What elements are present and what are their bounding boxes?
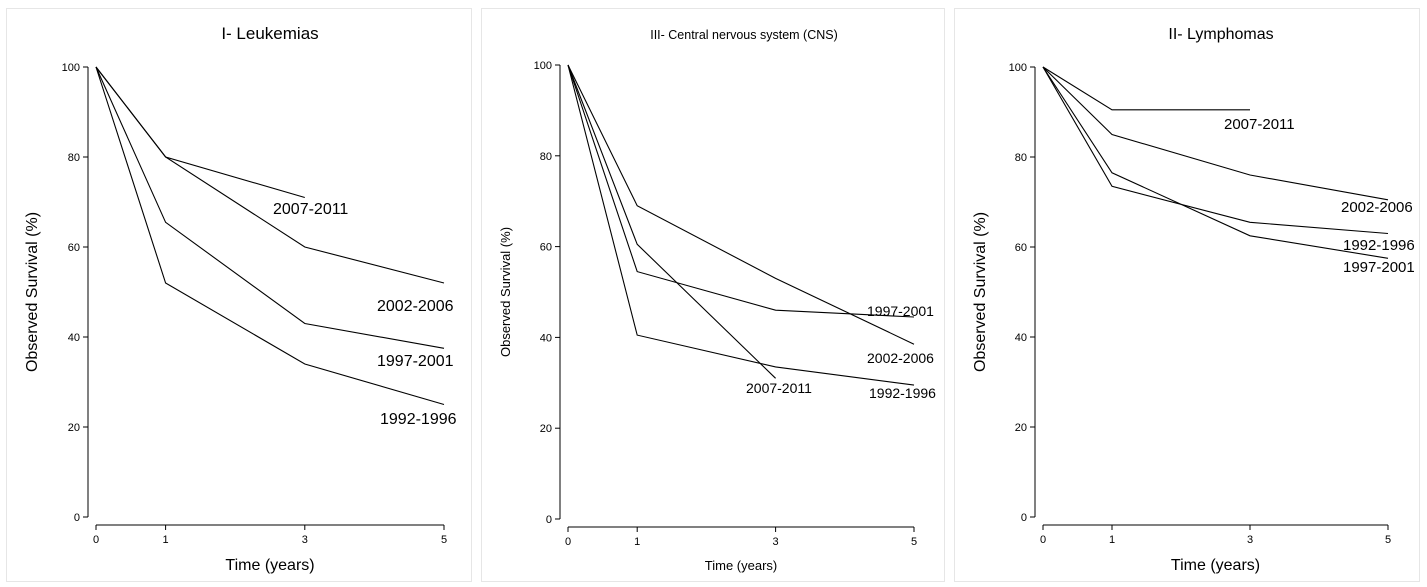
chart-panel-leukemias: I- Leukemias 0 20 40 60 80 100 0 1 3 5 Time (years)… — [6, 8, 472, 582]
series-label: 2002-2006 — [867, 350, 934, 366]
y-tick-label: 80 — [540, 151, 552, 163]
y-tick-label: 100 — [1009, 62, 1027, 74]
x-tick-label: 1 — [634, 536, 640, 548]
series-label: 1992-1996 — [1343, 237, 1415, 254]
y-tick-label: 60 — [68, 242, 80, 254]
y-tick-label: 80 — [68, 152, 80, 164]
series-label: 1992-1996 — [869, 385, 936, 401]
y-tick-label: 60 — [540, 242, 552, 254]
x-tick-label: 5 — [911, 536, 917, 548]
y-tick-label: 40 — [540, 332, 552, 344]
x-axis-label: Time (years) — [1171, 557, 1260, 574]
y-tick-label: 20 — [540, 423, 552, 435]
y-axis-label: Observed Survival (%) — [972, 212, 989, 372]
x-tick-label: 5 — [1385, 534, 1391, 546]
y-tick-label: 40 — [1015, 332, 1027, 344]
y-tick-label: 0 — [1021, 512, 1027, 524]
y-tick-label: 60 — [1015, 242, 1027, 254]
series-label: 1992-1996 — [380, 411, 457, 428]
chart-panel-cns: III- Central nervous system (CNS) 0 20 40 60… — [481, 8, 945, 582]
y-axis-label: Observed Survival (%) — [24, 212, 41, 372]
series-label: 1997-2001 — [867, 303, 934, 319]
x-tick-label: 1 — [163, 534, 169, 546]
series-line-2002-2006 — [95, 66, 445, 284]
chart-title: I- Leukemias — [221, 24, 318, 43]
series-line-2002-2006 — [567, 64, 915, 345]
chart-svg: I- Leukemias 0 20 40 60 80 100 0 1 3 5 Time (years)… — [24, 24, 457, 574]
y-tick-label: 100 — [62, 62, 80, 74]
series-line-2007-2011 — [95, 66, 305, 199]
series-label: 1997-2001 — [377, 353, 454, 370]
x-tick-label: 3 — [1247, 534, 1253, 546]
x-axis-label: Time (years) — [705, 558, 777, 573]
chart-svg: III- Central nervous system (CNS) 0 20 40 60… — [498, 28, 936, 573]
x-tick-label: 5 — [441, 534, 447, 546]
series-line-2007-2011 — [1042, 66, 1250, 111]
x-tick-label: 0 — [1040, 534, 1046, 546]
y-tick-label: 100 — [534, 60, 552, 72]
chart-panel-lymphomas: II- Lymphomas 0 20 40 60 80 100 0 1 3 5 Time (years… — [954, 8, 1420, 582]
chart-title: II- Lymphomas — [1168, 26, 1273, 43]
series-line-1992-1996 — [567, 64, 915, 386]
series-line-2007-2011 — [567, 64, 776, 379]
series-line-2002-2006 — [1042, 66, 1389, 201]
x-tick-label: 3 — [302, 534, 308, 546]
series-label: 2007-2011 — [273, 201, 348, 218]
series-line-1997-2001 — [95, 66, 445, 349]
chart-title: III- Central nervous system (CNS) — [650, 28, 838, 42]
series-line-1997-2001 — [567, 64, 915, 318]
x-axis-label: Time (years) — [225, 557, 314, 574]
x-tick-label: 3 — [773, 536, 779, 548]
y-tick-label: 40 — [68, 332, 80, 344]
y-tick-label: 0 — [546, 514, 552, 526]
series-line-1992-1996 — [95, 66, 445, 406]
series-label: 2007-2011 — [746, 380, 812, 396]
series-line-1992-1996 — [1042, 66, 1389, 235]
y-tick-label: 80 — [1015, 152, 1027, 164]
x-tick-label: 0 — [93, 534, 99, 546]
x-tick-label: 0 — [565, 536, 571, 548]
y-tick-label: 0 — [74, 512, 80, 524]
series-label: 1997-2001 — [1343, 259, 1415, 276]
x-tick-label: 1 — [1109, 534, 1115, 546]
y-axis-label: Observed Survival (%) — [498, 227, 513, 357]
series-label: 2002-2006 — [377, 298, 454, 315]
chart-svg: II- Lymphomas 0 20 40 60 80 100 0 1 3 5 Time (years… — [972, 26, 1415, 574]
series-line-1997-2001 — [1042, 66, 1389, 259]
series-label: 2007-2011 — [1224, 116, 1295, 133]
series-label: 2002-2006 — [1341, 199, 1413, 216]
y-tick-label: 20 — [68, 422, 80, 434]
y-tick-label: 20 — [1015, 422, 1027, 434]
